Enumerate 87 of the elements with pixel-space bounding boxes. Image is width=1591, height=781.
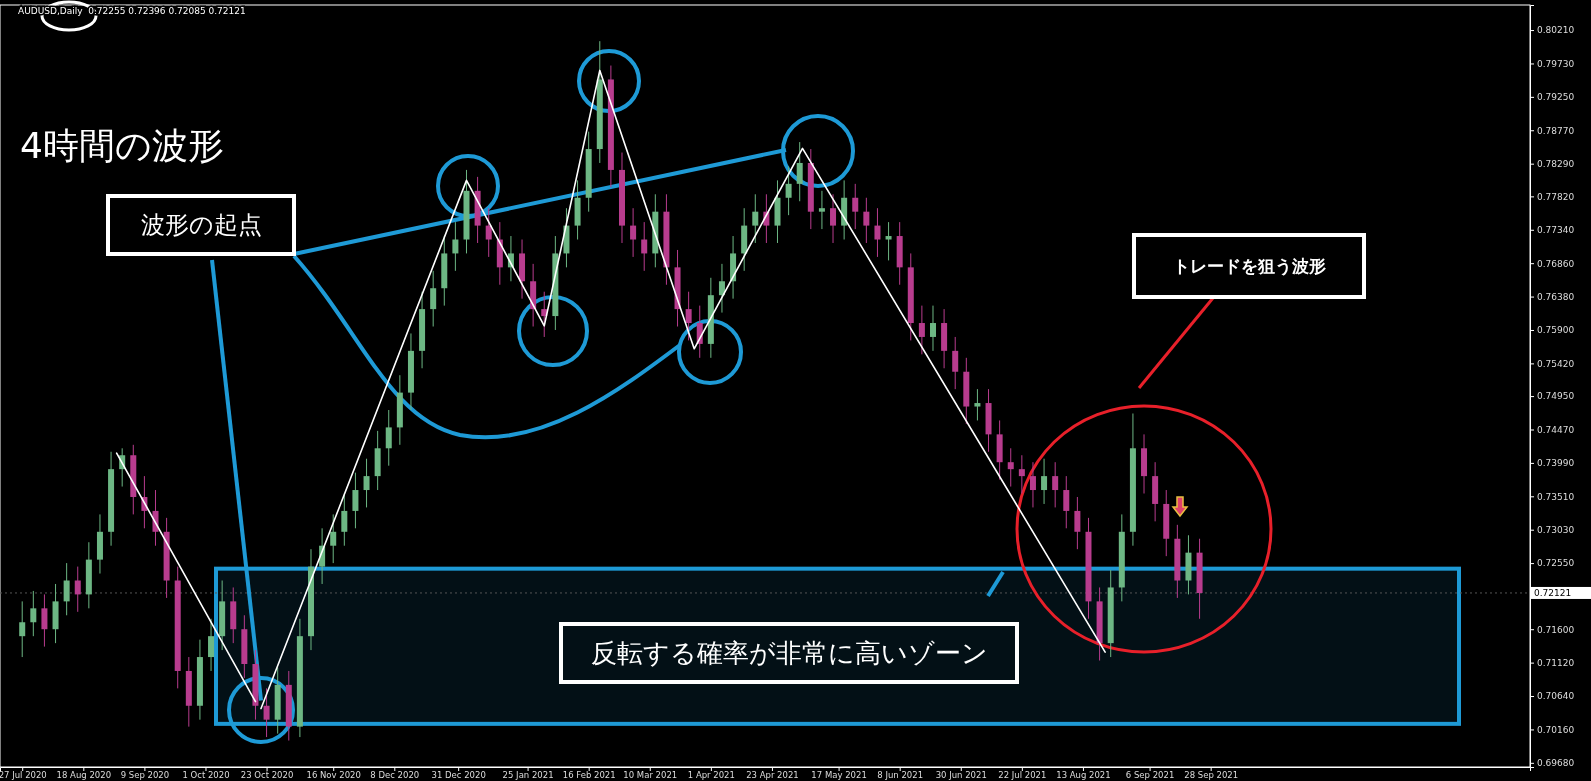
y-tick-label: 0.74950: [1537, 391, 1575, 402]
annotation: 波形の起点: [140, 211, 262, 240]
y-tick-label: 0.71600: [1537, 624, 1575, 635]
y-tick-label: 0.70640: [1537, 691, 1575, 702]
candlestick: [1007, 447, 1014, 488]
candlestick: [485, 207, 492, 258]
x-tick-label: 22 Jul 2021: [998, 770, 1047, 781]
x-tick-label: 13 Aug 2021: [1056, 770, 1111, 781]
x-tick-label: 10 Mar 2021: [623, 770, 678, 781]
candlestick: [1041, 458, 1048, 505]
candlestick: [796, 141, 803, 202]
candlestick: [1063, 475, 1070, 529]
candlestick: [541, 291, 548, 338]
candlestick: [74, 566, 81, 613]
candlestick: [818, 190, 825, 230]
x-tick-label: 23 Oct 2020: [240, 770, 294, 781]
candlestick: [685, 291, 692, 341]
x-tick-label: 27 Jul 2020: [0, 770, 47, 781]
candlestick: [341, 493, 348, 547]
candlestick: [718, 263, 725, 314]
candlestick: [874, 207, 881, 258]
candlestick: [30, 590, 37, 637]
y-tick-label: 0.69680: [1537, 758, 1575, 769]
band-label: 反転する確率が非常に高いゾーン: [590, 638, 988, 668]
candlestick: [918, 305, 925, 355]
x-tick-label: 8 Jun 2021: [877, 770, 924, 781]
candlestick: [1052, 461, 1059, 508]
y-tick-label: 0.72550: [1537, 558, 1575, 569]
y-tick-label: 0.73030: [1537, 525, 1575, 536]
candlestick: [863, 197, 870, 244]
candlestick: [1018, 454, 1025, 495]
y-tick-label: 0.70160: [1537, 724, 1575, 735]
y-tick-label: 0.73510: [1537, 491, 1575, 502]
x-tick-label: 31 Dec 2020: [431, 770, 486, 781]
candlestick: [930, 305, 936, 352]
y-tick-label: 0.73990: [1537, 458, 1575, 469]
x-tick-label: 1 Apr 2021: [687, 770, 735, 781]
candlestick: [885, 221, 892, 261]
x-tick-label: 23 Apr 2021: [746, 770, 799, 781]
candlestick: [952, 336, 959, 390]
y-tick-label: 0.77820: [1537, 191, 1575, 202]
candlestick: [852, 183, 859, 230]
x-tick-label: 30 Jun 2021: [935, 770, 987, 781]
candlestick: [752, 193, 759, 244]
x-tick-label: 25 Jan 2021: [502, 770, 554, 781]
candlestick: [19, 600, 26, 658]
y-tick-label: 0.80210: [1537, 25, 1575, 36]
candlestick: [630, 207, 637, 258]
y-tick-label: 0.77340: [1537, 225, 1575, 236]
candlestick: [430, 270, 437, 327]
candlestick: [363, 458, 370, 508]
candlestick: [352, 472, 359, 529]
y-tick-label: 0.75900: [1537, 325, 1575, 336]
candlestick: [63, 562, 70, 616]
ref-line-label: 0.72121: [1534, 588, 1572, 599]
y-tick-label: 0.74470: [1537, 424, 1575, 435]
y-tick-label: 0.78290: [1537, 159, 1575, 170]
candlestick: [974, 388, 981, 421]
x-tick-label: 28 Sep 2021: [1184, 770, 1239, 781]
annotation: 4時間の波形: [20, 125, 224, 166]
candlestick: [330, 513, 337, 564]
candlestick: [263, 687, 270, 738]
x-tick-label: 16 Feb 2021: [562, 770, 616, 781]
x-tick-label: 16 Nov 2020: [306, 770, 361, 781]
candlestick: [1074, 496, 1081, 550]
y-tick-label: 0.71120: [1537, 658, 1575, 668]
candlestick: [1029, 461, 1036, 508]
x-tick-label: 18 Aug 2020: [56, 770, 112, 781]
y-tick-label: 0.75420: [1537, 358, 1575, 369]
y-tick-label: 0.79250: [1537, 92, 1575, 103]
candlestick: [208, 618, 215, 672]
candlestick: [641, 221, 648, 272]
y-tick-label: 0.76860: [1537, 258, 1575, 269]
y-tick-label: 0.79730: [1537, 58, 1575, 69]
candlestick: [41, 593, 48, 648]
candlestick: [452, 221, 459, 272]
y-tick-label: 0.76380: [1537, 291, 1575, 302]
candlestick: [785, 165, 792, 216]
x-tick-label: 6 Sep 2021: [1125, 770, 1175, 781]
y-tick-label: 0.78770: [1537, 125, 1575, 136]
x-tick-label: 17 May 2021: [811, 770, 867, 781]
annotation: トレードを狙う波形: [1172, 255, 1326, 276]
candlestick: [830, 193, 837, 244]
x-tick-label: 1 Oct 2020: [182, 770, 230, 781]
candlestick: [385, 409, 392, 467]
x-tick-label: 9 Sep 2020: [120, 770, 170, 781]
x-tick-label: 8 Dec 2020: [370, 770, 420, 781]
